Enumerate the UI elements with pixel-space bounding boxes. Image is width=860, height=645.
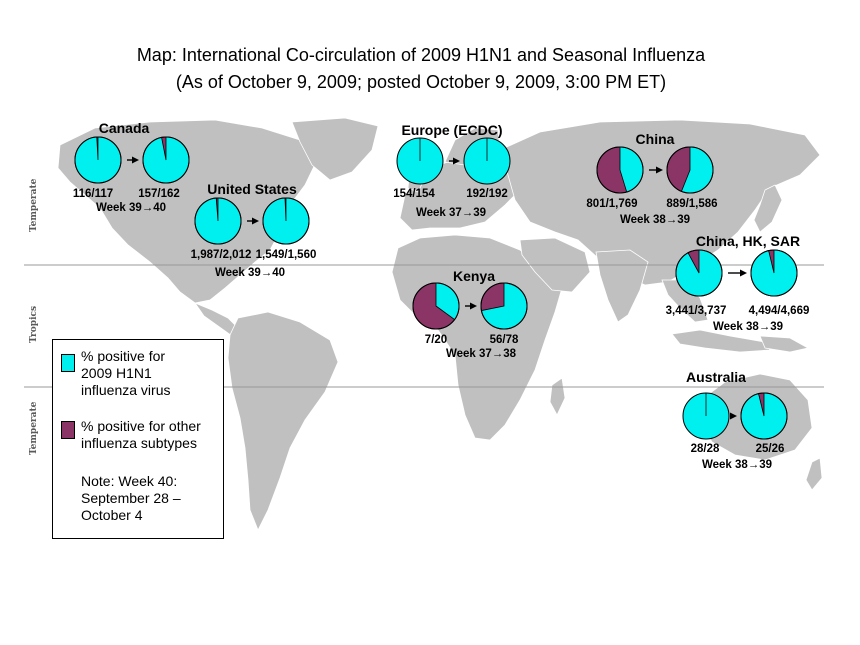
map-title: Map: International Co-circulation of 200… — [0, 42, 842, 96]
pie-kenya-2-outline — [480, 282, 528, 330]
week-label-europe-ecdc: Week 37→39 — [416, 207, 486, 219]
south-america — [227, 311, 339, 531]
count-label-canada-2: 157/162 — [138, 188, 180, 200]
india — [595, 249, 649, 323]
legend-note-line-2: September 28 – — [81, 490, 181, 506]
week-label-china-hk-sar: Week 38→39 — [713, 321, 783, 333]
legend-h1n1-line-2: 2009 H1N1 — [81, 365, 152, 381]
count-label-australia-1: 28/28 — [691, 443, 720, 455]
region-name-australia: Australia — [686, 369, 746, 385]
count-label-china-1: 801/1,769 — [586, 198, 637, 210]
week-label-kenya: Week 37→38 — [446, 348, 517, 360]
count-label-canada-1: 116/117 — [73, 188, 113, 200]
pie-united-states-2 — [262, 197, 310, 245]
arrow-head-china-hk-sar — [740, 269, 747, 277]
legend-other-line-1: % positive for other — [81, 418, 201, 434]
title-line-2: (As of October 9, 2009; posted October 9… — [175, 72, 667, 92]
pie-china-hk-sar-2-outline — [750, 249, 798, 297]
region-name-china-hk-sar: China, HK, SAR — [696, 233, 800, 249]
pie-europe-ecdc-1 — [396, 137, 444, 185]
pie-china-2-outline — [666, 146, 714, 194]
count-label-china-hk-sar-1: 3,441/3,737 — [666, 305, 727, 317]
week-label-china: Week 38→39 — [620, 214, 690, 226]
region-name-united-states: United States — [207, 181, 297, 197]
week-label-australia: Week 38→39 — [702, 459, 772, 471]
pie-australia-1 — [682, 392, 730, 440]
count-label-europe-ecdc-2: 192/192 — [466, 188, 508, 200]
legend-text-h1n1: % positive for 2009 H1N1 influenza virus — [81, 348, 171, 399]
pie-kenya-1 — [412, 282, 460, 330]
week-label-canada: Week 39→40 — [96, 202, 166, 214]
pie-united-states-2-outline — [262, 197, 310, 245]
count-label-kenya-2: 56/78 — [490, 334, 519, 346]
legend-note-line-1: Note: Week 40: — [81, 473, 178, 489]
land-masses — [57, 117, 823, 531]
pie-china-hk-sar-1-outline — [675, 249, 723, 297]
indonesia — [671, 329, 771, 353]
legend-swatch-other — [61, 421, 75, 439]
legend: % positive for 2009 H1N1 influenza virus… — [52, 339, 224, 539]
legend-text-other: % positive for other influenza subtypes — [81, 418, 201, 452]
zone-label-temperate-south: Temperate — [29, 401, 39, 455]
arrow-head-canada — [132, 156, 139, 164]
pie-china-hk-sar-1 — [675, 249, 723, 297]
legend-other-line-2: influenza subtypes — [81, 435, 197, 451]
zone-label-temperate-north: Temperate — [29, 178, 39, 232]
pie-canada-1-outline — [74, 136, 122, 184]
count-label-kenya-1: 7/20 — [425, 334, 447, 346]
arrow-head-europe-ecdc — [453, 157, 460, 165]
legend-h1n1-line-1: % positive for — [81, 348, 166, 364]
pie-china-1-outline — [596, 146, 644, 194]
pie-europe-ecdc-2 — [463, 137, 511, 185]
legend-note-line-3: October 4 — [81, 507, 143, 523]
arrow-head-australia — [730, 412, 737, 420]
pie-united-states-1 — [194, 197, 242, 245]
count-label-united-states-2: 1,549/1,560 — [256, 249, 317, 261]
pie-canada-1 — [74, 136, 122, 184]
pie-kenya-2 — [480, 282, 528, 330]
pie-china-2 — [666, 146, 714, 194]
count-label-united-states-1: 1,987/2,012 — [191, 249, 252, 261]
arrow-head-kenya — [470, 302, 477, 310]
north-america — [57, 119, 319, 304]
region-name-canada: Canada — [99, 120, 150, 136]
new-guinea — [759, 335, 810, 353]
arrow-head-united-states — [252, 217, 259, 225]
pie-united-states-1-outline — [194, 197, 242, 245]
region-name-china: China — [636, 131, 675, 147]
pie-australia-2 — [740, 392, 788, 440]
legend-h1n1-line-3: influenza virus — [81, 382, 171, 398]
greenland — [291, 117, 379, 181]
title-line-1: Map: International Co-circulation of 200… — [136, 45, 706, 65]
new-zealand — [805, 457, 823, 491]
region-name-europe-ecdc: Europe (ECDC) — [401, 122, 502, 138]
count-label-australia-2: 25/26 — [756, 443, 785, 455]
region-name-kenya: Kenya — [453, 268, 495, 284]
count-label-europe-ecdc-1: 154/154 — [393, 188, 435, 200]
legend-swatch-h1n1 — [61, 354, 75, 372]
pie-australia-2-outline — [740, 392, 788, 440]
count-label-china-2: 889/1,586 — [666, 198, 717, 210]
pie-charts-layer: Canada 116/117 157/162 Week 39→40 United Sta… — [73, 120, 810, 471]
pie-china-1 — [596, 146, 644, 194]
count-label-china-hk-sar-2: 4,494/4,669 — [749, 305, 810, 317]
pie-kenya-1-outline — [412, 282, 460, 330]
japan — [753, 184, 783, 233]
pie-china-hk-sar-2 — [750, 249, 798, 297]
pie-canada-2 — [142, 136, 190, 184]
arrow-head-china — [656, 166, 663, 174]
zone-label-tropics: Tropics — [29, 306, 39, 343]
week-label-united-states: Week 39→40 — [215, 267, 285, 279]
pie-canada-2-outline — [142, 136, 190, 184]
legend-note: Note: Week 40: September 28 – October 4 — [81, 473, 221, 524]
